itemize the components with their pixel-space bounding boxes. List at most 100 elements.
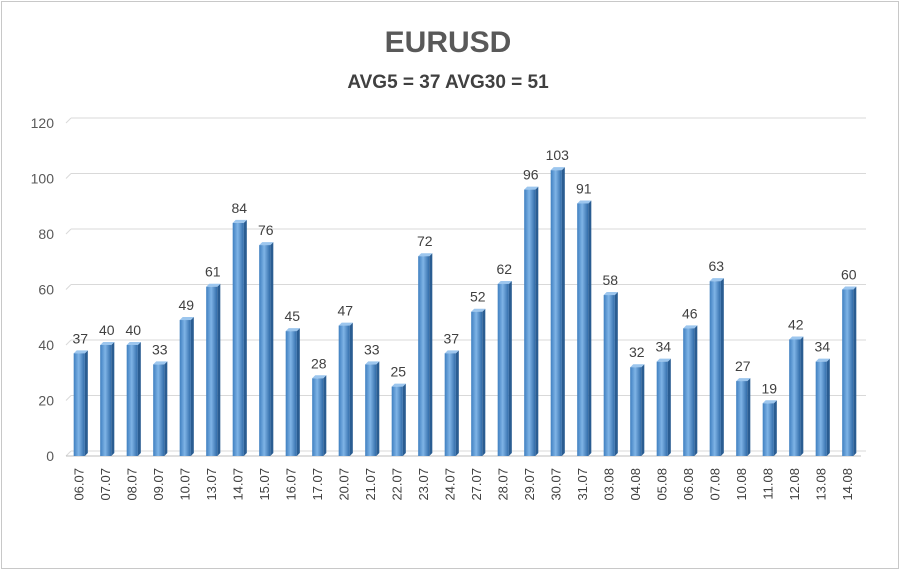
bar-top [73,350,88,354]
bar-side [323,375,327,456]
bar-top [338,322,353,326]
y-tick-label: 120 [31,115,55,131]
bar-top [126,342,141,345]
bar-11.08 [762,400,777,456]
y-tick-label: 100 [31,171,55,187]
bar-08.07 [126,342,141,456]
bar-10.08 [736,378,751,456]
x-tick-label: 13.08 [813,468,828,501]
data-labels: 37 40 40 33 49 61 84 76 45 28 47 33 25 72 37 52 62 96 103 9… [72,147,856,396]
bar-side [402,383,406,456]
bar-06.07 [73,350,88,456]
bar [603,295,615,456]
x-tick-label: 15.07 [257,468,272,501]
data-label: 28 [311,355,327,371]
bar-13.07 [206,283,221,456]
chart-title: EURUSD [384,26,512,59]
bar [709,281,721,456]
data-label: 52 [470,289,486,305]
y-tick-label: 80 [38,226,54,242]
x-tick-label: 28.07 [495,468,510,501]
bar-side [800,336,804,456]
x-tick-label: 17.07 [310,468,325,501]
data-label: 40 [99,322,115,338]
bar-side [455,350,459,456]
data-label: 34 [814,339,830,355]
gridline-depth [65,228,72,235]
y-tick-label: 60 [38,282,54,298]
x-tick-label: 08.07 [124,468,139,501]
bar-side [217,283,221,456]
data-label: 33 [364,341,380,357]
data-label: 46 [682,305,698,321]
bar [418,256,430,456]
data-label: 42 [788,316,804,332]
bar-15.07 [259,242,274,456]
bar-13.08 [815,358,830,456]
bar [179,320,191,456]
x-tick-label: 07.07 [98,468,113,501]
bar-side [296,328,300,456]
x-tick-label: 10.07 [177,468,192,501]
bar-07.08 [709,278,724,456]
bar-top [391,383,406,387]
bar-side [270,242,274,456]
data-label: 19 [761,380,777,396]
bar-side [84,350,88,456]
bar-top [709,278,724,282]
data-label: 62 [496,261,512,277]
x-tick-label: 14.07 [230,468,245,501]
bars [73,167,857,457]
x-tick-label: 14.08 [840,468,855,501]
data-label: 45 [284,308,300,324]
bar-side [773,400,777,456]
data-label: 103 [546,147,570,163]
bar-side [694,325,698,456]
x-tick-label: 09.07 [151,468,166,501]
bar [683,328,695,456]
bar [365,364,377,456]
x-tick-label: 24.07 [442,468,457,501]
gridline-depth [65,173,72,179]
bar [577,203,589,456]
bar-side [349,322,353,456]
bar-side [641,364,645,456]
bar-03.08 [603,292,618,456]
bar [338,325,350,456]
chart-subtitle: AVG5 = 37 AVG30 = 51 [347,72,549,93]
bar-side [667,358,671,456]
bar [444,353,456,456]
data-label: 47 [337,303,353,319]
x-tick-label: 03.08 [601,468,616,501]
data-label: 40 [125,322,141,338]
bar [232,222,244,456]
data-label: 49 [178,297,194,313]
bar [524,189,536,456]
bar-side [853,286,857,456]
bar-top [815,358,830,362]
bar-side [826,358,830,456]
bar-top [153,361,168,365]
bar-20.07 [338,322,353,456]
data-label: 84 [231,200,247,216]
data-label: 32 [629,344,645,360]
data-label: 60 [841,267,857,283]
bar-top [100,342,115,345]
bar [206,286,218,456]
x-tick-label: 31.07 [575,468,590,501]
bar-16.07 [285,328,300,456]
data-label: 76 [258,222,274,238]
gridlines [65,117,866,457]
bar-07.07 [100,342,115,456]
y-tick-label: 20 [38,393,54,409]
bar [285,331,297,456]
bar [471,311,483,456]
bar-05.08 [656,358,671,456]
gridline-depth [65,395,72,401]
bar-side [482,308,486,456]
bar-side [535,186,539,456]
data-label: 61 [205,264,221,280]
y-tick-label: 0 [46,448,54,464]
y-tick-label: 40 [38,337,54,353]
